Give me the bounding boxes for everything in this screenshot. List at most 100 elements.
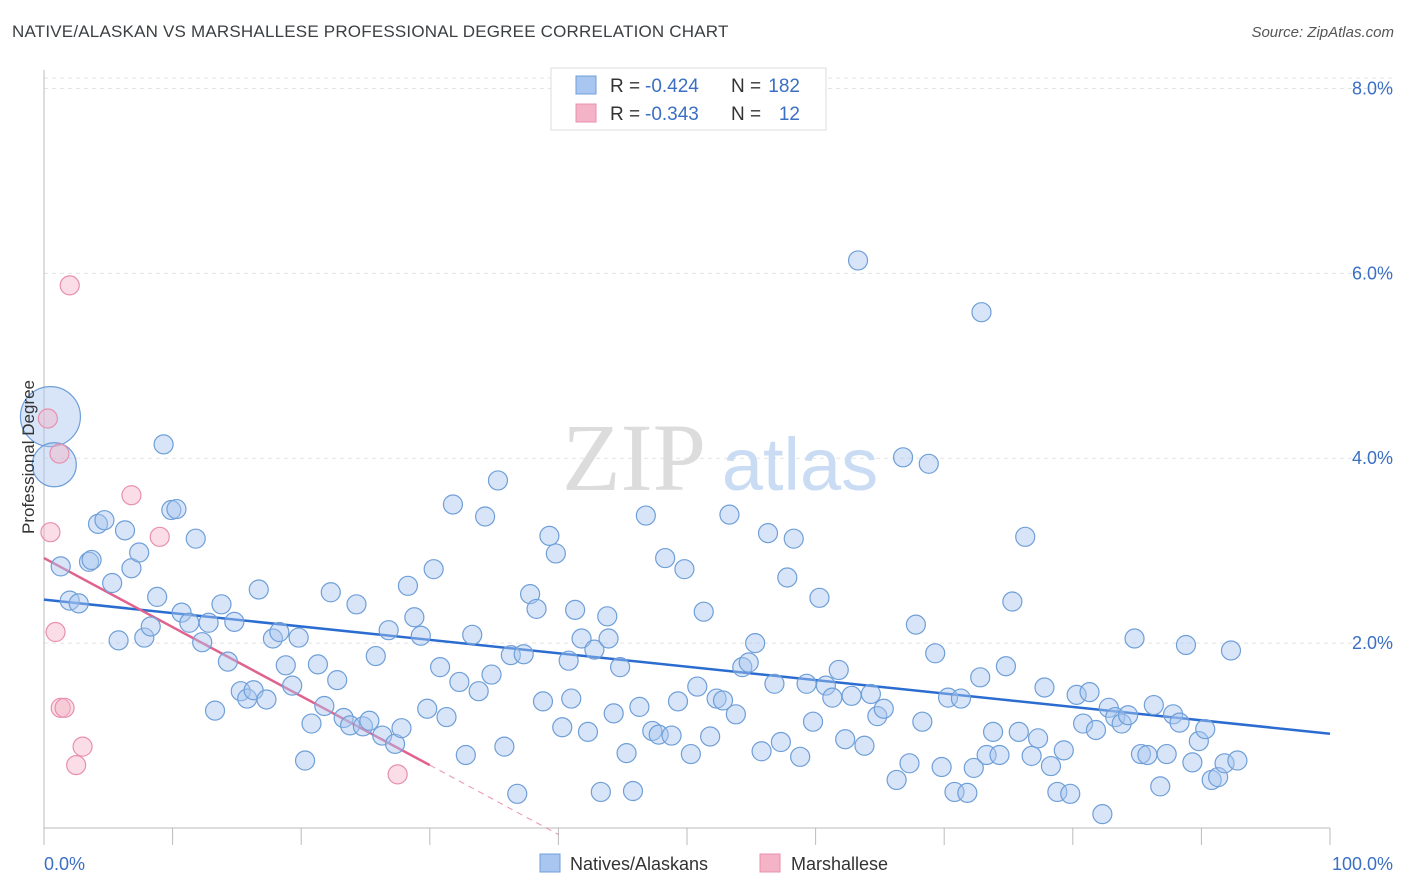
watermark-zip: ZIP [562, 404, 706, 511]
point-marshallese-10 [149, 526, 170, 547]
point-natives-78 [545, 543, 566, 564]
point-natives-112 [764, 673, 785, 694]
y-tick-label-3: 8.0% [1352, 78, 1393, 98]
point-natives-62 [442, 494, 464, 515]
legend-swatch-marshallese [575, 103, 597, 123]
point-natives-101 [693, 601, 714, 622]
point-natives-123 [835, 729, 856, 750]
point-natives-96 [661, 725, 682, 746]
point-natives-171 [1150, 776, 1171, 797]
y-tick-label-2: 6.0% [1352, 263, 1393, 283]
point-natives-168 [1130, 743, 1152, 765]
point-natives-153 [1034, 677, 1055, 698]
point-natives-137 [931, 756, 952, 778]
point-natives-28 [224, 611, 245, 632]
point-natives-16 [147, 586, 168, 608]
point-natives-126 [854, 735, 875, 756]
point-marshallese-1 [40, 522, 61, 543]
point-natives-169 [1137, 744, 1158, 766]
point-natives-14 [134, 627, 155, 648]
point-natives-24 [198, 612, 219, 633]
point-natives-44 [327, 669, 348, 691]
point-natives-42 [314, 695, 335, 717]
source-label: Source: ZipAtlas.com [1251, 24, 1394, 41]
legend-n-label-1: N = [731, 76, 761, 97]
point-marshallese-3 [49, 443, 70, 464]
grid-lines [44, 77, 1395, 644]
watermark-atlas: atlas [722, 423, 878, 506]
point-natives-184 [971, 302, 992, 323]
point-natives-150 [1015, 526, 1036, 547]
point-natives-185 [598, 628, 619, 649]
point-natives-25 [204, 700, 226, 721]
point-natives-158 [1066, 684, 1087, 705]
bottom-legend-natives: Natives/Alaskans [570, 854, 708, 874]
point-natives-147 [995, 656, 1017, 677]
point-natives-93 [642, 720, 663, 742]
point-natives-54 [391, 718, 412, 739]
point-natives-33 [256, 689, 277, 710]
point-natives-176 [1182, 752, 1203, 773]
point-natives-98 [674, 559, 695, 580]
point-natives-43 [320, 582, 341, 603]
point-natives-15 [140, 616, 161, 637]
point-natives-81 [565, 599, 586, 620]
point-natives-22 [185, 528, 206, 549]
legend-r-value-2: -0.343 [645, 104, 699, 125]
watermark: ZIP atlas [562, 404, 878, 511]
point-natives-172 [1156, 743, 1177, 765]
point-natives-132 [899, 753, 920, 774]
point-natives-102 [700, 726, 721, 747]
point-natives-170 [1143, 694, 1164, 716]
point-natives-113 [770, 731, 791, 753]
trend-line-natives [43, 598, 1331, 735]
point-natives-122 [828, 659, 849, 681]
point-natives-48 [352, 716, 374, 737]
point-natives-50 [365, 645, 386, 667]
point-natives-111 [757, 523, 779, 544]
point-natives-135 [918, 453, 939, 474]
point-natives-89 [616, 743, 637, 764]
point-natives-142 [963, 757, 984, 779]
point-natives-117 [796, 673, 817, 694]
point-natives-57 [410, 625, 431, 646]
point-marshallese-7 [66, 755, 87, 776]
point-natives-38 [288, 627, 309, 648]
point-natives-151 [1021, 745, 1042, 766]
point-natives-4 [68, 593, 89, 614]
legend-n-value-1: 182 [768, 76, 800, 97]
point-natives-79 [552, 717, 573, 738]
point-natives-118 [802, 711, 824, 732]
chart-title: NATIVE/ALASKAN VS MARSHALLESE PROFESSION… [12, 22, 729, 41]
point-natives-21 [179, 612, 200, 633]
point-natives-27 [217, 651, 238, 672]
bottom-legend: Natives/Alaskans Marshallese [539, 853, 888, 874]
point-natives-65 [462, 624, 483, 645]
point-natives-72 [507, 783, 528, 804]
point-natives-77 [539, 525, 560, 546]
point-natives-133 [905, 614, 927, 635]
legend-r-label-1: R = [610, 76, 640, 97]
tick-labels: 2.0% 4.0% 6.0% 8.0% 0.0% 100.0% [44, 78, 1393, 874]
point-natives-8 [94, 510, 115, 531]
point-natives-80 [558, 650, 579, 671]
point-natives-37 [282, 675, 303, 696]
point-natives-145 [982, 721, 1004, 742]
point-natives-156 [1053, 740, 1074, 761]
point-natives-84 [584, 639, 605, 660]
point-natives-85 [590, 781, 611, 803]
point-marshallese-2 [45, 621, 66, 643]
point-natives-175 [1175, 634, 1197, 656]
point-natives-69 [487, 470, 509, 491]
point-natives-119 [809, 587, 830, 608]
point-natives-162 [1092, 804, 1113, 825]
point-natives-186 [561, 688, 582, 709]
point-natives-141 [957, 782, 978, 803]
point-natives-7 [87, 513, 109, 534]
point-natives-143 [970, 667, 991, 688]
point-natives-0 [19, 386, 82, 448]
point-natives-35 [269, 621, 290, 643]
point-natives-167 [1124, 628, 1145, 649]
point-natives-75 [526, 598, 547, 620]
